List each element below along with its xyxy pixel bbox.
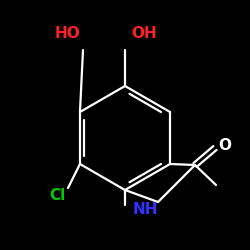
Text: O: O — [218, 138, 231, 152]
Text: OH: OH — [131, 26, 157, 40]
Text: HO: HO — [54, 26, 80, 40]
Text: NH: NH — [133, 202, 158, 218]
Text: Cl: Cl — [49, 188, 65, 202]
